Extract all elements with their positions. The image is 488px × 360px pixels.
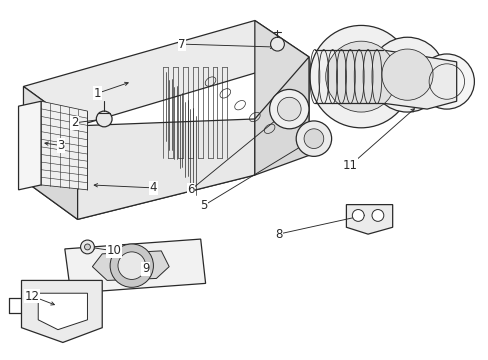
Text: 8: 8 — [274, 228, 282, 240]
Text: 3: 3 — [57, 139, 64, 152]
Text: 4: 4 — [149, 181, 157, 194]
Circle shape — [381, 49, 432, 100]
Text: 10: 10 — [106, 244, 121, 257]
Text: 12: 12 — [25, 290, 40, 303]
Text: 6: 6 — [187, 183, 194, 196]
Circle shape — [418, 54, 473, 109]
Circle shape — [277, 97, 301, 121]
Circle shape — [81, 240, 94, 254]
Polygon shape — [41, 101, 87, 190]
Circle shape — [96, 111, 112, 127]
Polygon shape — [78, 119, 254, 219]
Polygon shape — [38, 293, 87, 330]
Circle shape — [296, 121, 331, 156]
Circle shape — [84, 244, 90, 250]
Polygon shape — [23, 136, 254, 219]
Polygon shape — [254, 21, 308, 156]
Circle shape — [309, 26, 411, 128]
Polygon shape — [346, 204, 392, 234]
Polygon shape — [21, 280, 102, 342]
Polygon shape — [254, 57, 308, 175]
Circle shape — [269, 89, 308, 129]
Text: 7: 7 — [178, 38, 185, 51]
Circle shape — [270, 37, 284, 51]
Text: 2: 2 — [71, 116, 78, 129]
Polygon shape — [19, 101, 41, 190]
Text: 9: 9 — [142, 262, 149, 275]
Text: 5: 5 — [200, 199, 207, 212]
Polygon shape — [23, 21, 308, 126]
Polygon shape — [382, 50, 456, 109]
Text: 1: 1 — [93, 87, 101, 100]
Circle shape — [369, 37, 444, 112]
Text: 11: 11 — [342, 159, 357, 172]
Circle shape — [110, 244, 153, 287]
Circle shape — [325, 41, 396, 112]
Polygon shape — [23, 86, 78, 219]
Circle shape — [351, 210, 364, 221]
Circle shape — [118, 252, 145, 279]
Circle shape — [304, 129, 323, 148]
Polygon shape — [92, 251, 169, 280]
Circle shape — [371, 210, 383, 221]
Polygon shape — [65, 239, 205, 293]
